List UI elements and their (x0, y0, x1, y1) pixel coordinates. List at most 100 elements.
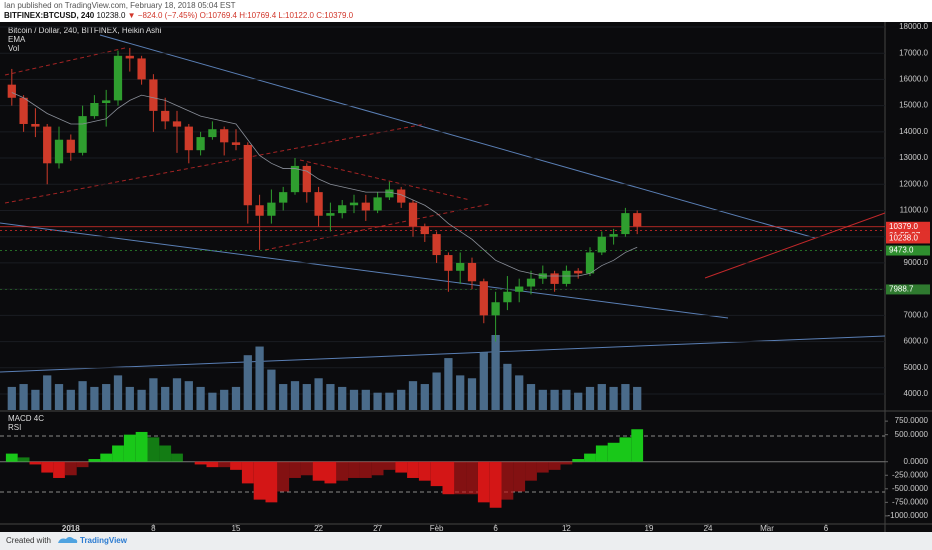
change: ▼ −824.0 (−7.45%) (128, 11, 198, 20)
macd-bar (477, 461, 490, 503)
legend-title: Bitcoin / Dollar, 240, BITFINEX, Heikin … (8, 26, 162, 35)
rsi-title: RSI (8, 423, 21, 432)
volume-bar (43, 375, 52, 410)
candle-body (208, 129, 217, 138)
macd-bar (631, 429, 644, 462)
macd-title: MACD 4C (8, 414, 44, 423)
macd-bar (513, 461, 526, 492)
volume-bar (420, 384, 429, 410)
low: L:10122.0 (278, 11, 314, 20)
volume-bar (113, 375, 123, 410)
macd-bar (64, 461, 77, 476)
y-tick-label: 14000.0 (899, 127, 928, 136)
volume-bar (149, 378, 158, 410)
macd-bar (230, 461, 242, 470)
macd-bar (300, 461, 313, 476)
macd-bar (536, 461, 549, 473)
high: H:10769.4 (239, 11, 276, 20)
macd-bar (430, 461, 443, 487)
volume-bar (196, 386, 205, 410)
macd-bar (218, 461, 231, 468)
volume-bar (7, 386, 16, 410)
volume-bar (125, 386, 134, 410)
footer-brand: TradingView (80, 536, 128, 545)
macd-bar (135, 431, 148, 462)
macd-bar (383, 461, 396, 470)
y-tick-label: 9000.0 (904, 258, 929, 267)
volume-bar (491, 335, 500, 410)
volume-bar (31, 389, 40, 410)
volume-bar (279, 384, 288, 410)
x-tick-label: 19 (645, 524, 654, 533)
header-bg (0, 0, 932, 22)
candle-body (526, 278, 536, 287)
y-tick-label: 4000.0 (904, 389, 929, 398)
volume-bar (172, 378, 182, 410)
candle-body (385, 189, 394, 198)
x-tick-label: 24 (704, 524, 713, 533)
candle-body (196, 137, 205, 151)
candle-body (290, 165, 300, 193)
y-tick-label: 11000.0 (900, 206, 929, 215)
macd-bar (336, 461, 349, 481)
trendline (299, 159, 471, 201)
candle-body (397, 189, 406, 203)
volume-bar (515, 375, 524, 410)
volume-bar (54, 384, 64, 410)
macd-bar (619, 437, 632, 462)
macd-bar (607, 442, 620, 462)
footer-created: Created with (6, 536, 51, 545)
macd-bar (572, 459, 585, 462)
candle-body (432, 234, 441, 256)
x-tick-label: Mar (760, 524, 774, 533)
macd-bar (265, 461, 278, 503)
candle-body (515, 286, 524, 292)
candle-body (479, 281, 488, 316)
open: O:10769.4 (200, 11, 238, 20)
macd-bar (548, 461, 561, 470)
y-tick-label: 16000.0 (899, 75, 928, 84)
volume-bar (385, 392, 394, 410)
candle-body (420, 226, 429, 235)
volume-bar (326, 384, 335, 410)
candle-body (125, 55, 134, 59)
macd-bar (112, 445, 124, 462)
trendline (99, 34, 816, 239)
candle-body (302, 165, 311, 193)
last: 10238.0 (96, 11, 125, 20)
volume-bar (609, 386, 618, 410)
volume-bar (290, 381, 300, 410)
macd-bar (312, 461, 325, 481)
candle-body (54, 139, 64, 164)
macd-bar (123, 434, 136, 462)
price-tag (886, 284, 930, 295)
macd-bar (194, 461, 207, 465)
macd-bar (501, 461, 514, 500)
candle-body (491, 302, 500, 316)
y-tick-label: 0.0000 (904, 457, 929, 466)
candle-body (137, 58, 146, 80)
price-tag-label: 10379.0 (889, 222, 918, 231)
volume-bar (267, 369, 276, 410)
volume-bar (102, 384, 111, 410)
candle-body (220, 129, 229, 143)
macd-bar (206, 461, 219, 468)
y-tick-label: 750.0000 (895, 416, 929, 425)
y-tick-label: 15000.0 (899, 101, 928, 110)
volume-bar (432, 372, 441, 410)
price-tag-label: 10238.0 (889, 234, 918, 243)
macd-bar (466, 461, 478, 495)
volume-bar (633, 386, 642, 410)
candle-body (467, 262, 477, 282)
y-tick-label: 500.0000 (895, 430, 929, 439)
volume-bar (479, 352, 488, 410)
x-tick-label: 6 (824, 524, 829, 533)
volume-bar (444, 358, 453, 410)
candle-body (43, 126, 52, 164)
candle-body (172, 121, 182, 127)
x-tick-label: 15 (232, 524, 241, 533)
x-tick-label: 6 (493, 524, 498, 533)
volume-bar (361, 389, 370, 410)
volume-bar (373, 392, 382, 410)
macd-bar (595, 445, 608, 462)
